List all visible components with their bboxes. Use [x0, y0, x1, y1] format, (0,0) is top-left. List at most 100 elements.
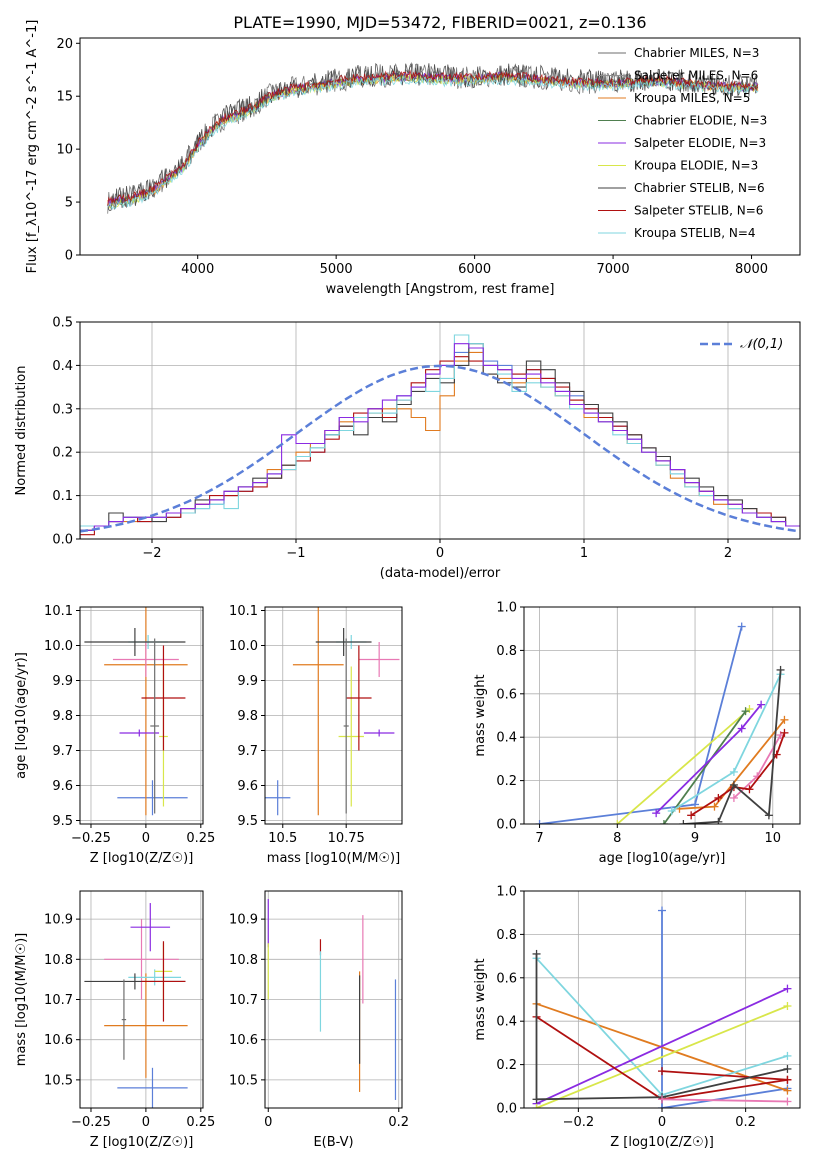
- legend-label: Salpeter MILES, N=6: [634, 69, 758, 83]
- age_vs_Z-axes: [76, 607, 203, 828]
- y-tick-label: 10: [56, 143, 73, 158]
- y-tick-label: 0.0: [496, 1102, 517, 1117]
- legend-label: Kroupa STELIB, N=4: [634, 226, 756, 240]
- legend-label: Kroupa ELODIE, N=3: [634, 159, 758, 173]
- y-tick-label: 1.0: [496, 601, 517, 616]
- age_vs_mass-xlabel: mass [log10(M/M☉)]: [267, 851, 400, 866]
- axes-frame: [79, 890, 204, 1109]
- age_vs_Z-ylabel: age [log10(age/yr)]: [14, 652, 29, 779]
- x-tick-label: 6000: [458, 262, 491, 277]
- weight-line: [536, 987, 788, 1105]
- y-tick-label: 9.6: [237, 779, 258, 794]
- y-tick-label: 9.7: [52, 744, 73, 759]
- y-tick-label: 10.8: [44, 953, 73, 968]
- age_vs_mass-plot: [265, 607, 400, 816]
- y-tick-label: 9.8: [237, 709, 258, 724]
- y-tick-label: 10.5: [229, 1073, 258, 1088]
- x-tick-label: −0.2: [563, 1115, 595, 1130]
- spectrum-plot: [107, 62, 759, 214]
- axes-frame: [523, 606, 801, 825]
- x-tick-label: 0.2: [735, 1115, 756, 1130]
- weight-line: [690, 732, 786, 817]
- x-tick-label: 8000: [735, 262, 768, 277]
- age_vs_Z-plot: [84, 607, 188, 816]
- y-tick-label: 0: [65, 249, 73, 264]
- legend-label: Kroupa MILES, N=5: [634, 91, 750, 105]
- y-tick-label: 10.1: [44, 604, 73, 619]
- y-tick-label: 0.6: [496, 687, 517, 702]
- y-tick-label: 0.8: [496, 644, 517, 659]
- y-tick-label: 1.0: [496, 885, 517, 900]
- y-tick-label: 0.6: [496, 971, 517, 986]
- x-tick-label: 10.75: [328, 831, 365, 846]
- x-tick-label: 5000: [320, 262, 353, 277]
- weight-line: [663, 710, 747, 824]
- spectrum-xlabel: wavelength [Angstrom, rest frame]: [326, 282, 555, 297]
- x-tick-label: 7000: [597, 262, 630, 277]
- axes-frame: [79, 37, 801, 256]
- axes-frame: [523, 890, 801, 1109]
- y-tick-label: 9.9: [52, 674, 73, 689]
- gaussian-reference: [80, 364, 800, 533]
- weight-line: [536, 1005, 788, 1108]
- weight_vs_Z-ylabel: mass weight: [473, 958, 488, 1040]
- y-tick-label: 0.2: [496, 774, 517, 789]
- x-tick-label: 0.2: [388, 1115, 409, 1130]
- x-tick-label: −1: [286, 546, 305, 561]
- y-tick-label: 5: [65, 196, 73, 211]
- mass_vs_Z-plot: [84, 903, 188, 1108]
- x-tick-label: 4000: [181, 262, 214, 277]
- weight-line: [535, 953, 788, 1101]
- axes-frame: [264, 606, 403, 825]
- x-tick-label: 0.25: [186, 1115, 215, 1130]
- weight_vs_age-axes: [520, 606, 800, 828]
- x-tick-label: 0: [436, 546, 444, 561]
- y-tick-label: 9.5: [52, 814, 73, 829]
- y-tick-label: 10.7: [44, 993, 73, 1008]
- x-tick-label: 0: [658, 1115, 666, 1130]
- y-tick-label: 9.7: [237, 744, 258, 759]
- y-tick-label: 10.7: [229, 993, 258, 1008]
- x-tick-label: 0: [142, 1115, 150, 1130]
- weight-line: [661, 1070, 788, 1081]
- weight_vs_age-ylabel: mass weight: [473, 674, 488, 756]
- y-tick-label: 10.0: [44, 639, 73, 654]
- y-tick-label: 0.4: [52, 359, 73, 374]
- y-tick-label: 10.8: [229, 953, 258, 968]
- age_vs_Z-xlabel: Z [log10(Z/Z☉)]: [90, 851, 194, 866]
- x-tick-label: 10: [765, 831, 782, 846]
- x-tick-label: 0: [142, 831, 150, 846]
- weight-line: [661, 910, 788, 1108]
- weight_vs_Z-xlabel: Z [log10(Z/Z☉)]: [610, 1135, 714, 1150]
- y-tick-label: 9.6: [52, 779, 73, 794]
- weight-line: [661, 1098, 788, 1103]
- legend-label: Salpeter STELIB, N=6: [634, 204, 763, 218]
- spectrum-line: [107, 74, 759, 211]
- x-tick-label: 0.25: [186, 831, 215, 846]
- y-tick-label: 0.8: [496, 928, 517, 943]
- residuals-ylabel: Normed distribution: [14, 366, 29, 496]
- legend-label: 𝒩(0,1): [740, 337, 783, 352]
- y-tick-label: 10.6: [44, 1033, 73, 1048]
- x-tick-label: 9: [691, 831, 699, 846]
- axes-frame: [79, 321, 801, 540]
- axes-frame: [79, 606, 204, 825]
- weight-line: [539, 626, 743, 824]
- mass_vs_Z-axes: [76, 891, 203, 1112]
- weight-line: [616, 708, 751, 824]
- x-tick-label: 0: [264, 1115, 272, 1130]
- legend-label: Chabrier STELIB, N=6: [634, 181, 765, 195]
- x-tick-label: 1: [580, 546, 588, 561]
- legend-label: Chabrier MILES, N=3: [634, 46, 759, 60]
- weight-line: [655, 704, 762, 814]
- residuals-xlabel: (data-model)/error: [380, 566, 501, 581]
- y-tick-label: 0.0: [496, 818, 517, 833]
- weight_vs_age-xlabel: age [log10(age/yr)]: [599, 851, 726, 866]
- x-tick-label: −0.25: [71, 831, 111, 846]
- mass_vs_ebv-plot: [267, 899, 397, 1100]
- x-tick-label: −2: [142, 546, 161, 561]
- y-tick-label: 0.4: [496, 731, 517, 746]
- y-tick-label: 9.5: [237, 814, 258, 829]
- y-tick-label: 10.1: [229, 604, 258, 619]
